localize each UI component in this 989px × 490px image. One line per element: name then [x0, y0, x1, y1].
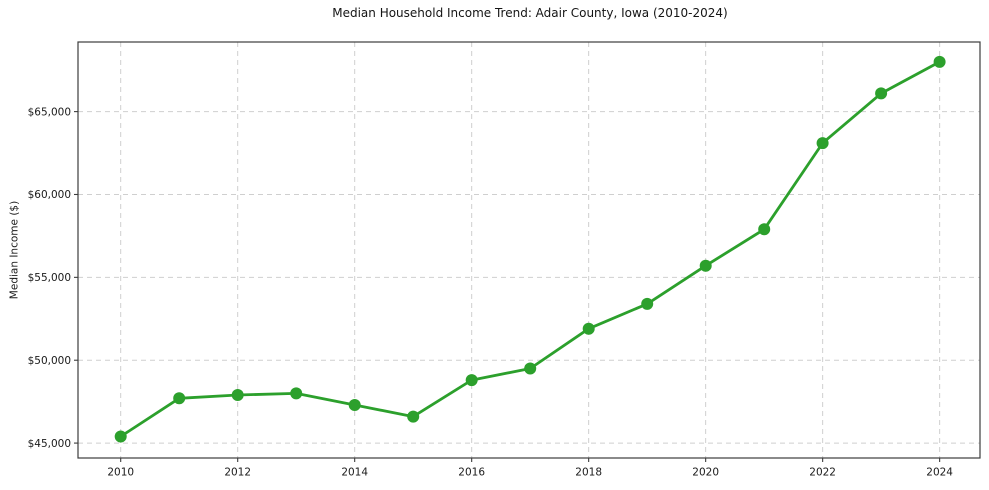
data-point	[875, 87, 888, 100]
x-tick-label: 2024	[926, 467, 953, 479]
x-tick-label: 2014	[341, 467, 368, 479]
data-point	[348, 399, 361, 411]
y-tick-label: $45,000	[28, 438, 71, 450]
data-point	[816, 137, 829, 150]
trend-line	[119, 60, 941, 438]
data-point	[407, 410, 420, 423]
x-tick-label: 2022	[809, 467, 836, 479]
data-point	[290, 387, 303, 400]
data-point	[114, 430, 127, 443]
tick-layer	[74, 111, 941, 462]
data-point	[758, 223, 771, 236]
tick-label-layer: $45,000 $50,000 $55,000 $60,000 $65,000 2010 2…	[28, 106, 954, 478]
data-point	[699, 259, 712, 272]
y-tick-label: $55,000	[28, 272, 71, 284]
y-tick-label: $50,000	[28, 355, 71, 367]
x-tick-label: 2018	[575, 467, 602, 479]
x-tick-label: 2016	[458, 467, 485, 479]
data-series-layer	[114, 55, 946, 443]
x-tick-label: 2010	[107, 467, 134, 479]
data-point	[582, 322, 595, 335]
data-point	[173, 392, 186, 405]
data-point	[465, 374, 478, 387]
y-tick-label: $65,000	[28, 106, 71, 118]
x-tick-label: 2020	[692, 467, 719, 479]
y-axis-label: Median Income ($)	[9, 201, 21, 299]
data-point	[231, 389, 244, 401]
data-point	[524, 362, 537, 375]
grid-layer	[78, 42, 980, 458]
x-tick-label: 2012	[224, 467, 251, 479]
data-point	[933, 55, 946, 68]
data-point	[641, 297, 654, 310]
y-tick-label: $60,000	[28, 189, 71, 201]
chart-title: Median Household Income Trend: Adair Cou…	[332, 6, 728, 20]
plot-border	[77, 41, 981, 459]
